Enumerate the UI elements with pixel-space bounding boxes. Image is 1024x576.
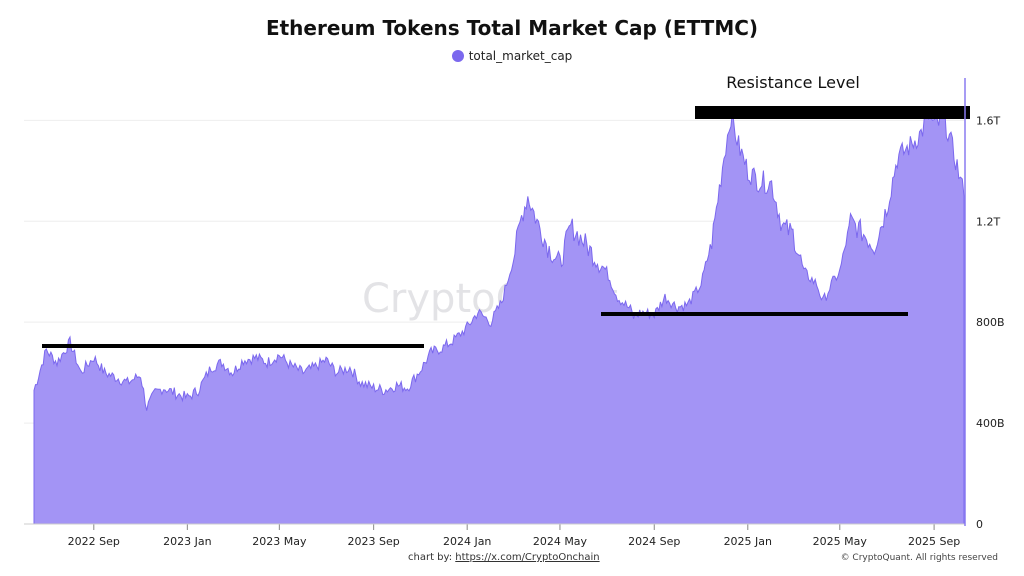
legend[interactable]: total_market_cap — [0, 49, 1024, 63]
resistance-bar — [695, 106, 970, 119]
chart-credit: chart by: https://x.com/CryptoOnchain — [408, 552, 600, 563]
y-tick-label: 1.2T — [976, 215, 1000, 228]
x-tick-label: 2025 Sep — [908, 535, 960, 548]
chart-title: Ethereum Tokens Total Market Cap (ETTMC) — [265, 16, 759, 40]
y-tick-label: 400B — [976, 417, 1005, 430]
support-lines — [42, 312, 908, 348]
x-tick-label: 2023 May — [252, 535, 307, 548]
x-tick-label: 2023 Sep — [348, 535, 400, 548]
x-tick-label: 2025 Jan — [724, 535, 772, 548]
x-tick-label: 2024 May — [533, 535, 588, 548]
y-tick-label: 1.6T — [976, 114, 1000, 127]
x-tick-label: 2023 Jan — [163, 535, 211, 548]
x-tick-label: 2025 May — [813, 535, 868, 548]
area-fill — [33, 109, 965, 525]
y-tick-label: 800B — [976, 316, 1005, 329]
y-tick-label: 0 — [976, 518, 983, 531]
credit-link[interactable]: https://x.com/CryptoOnchain — [455, 552, 600, 563]
resistance-label: Resistance Level — [726, 73, 860, 92]
x-tick-label: 2024 Sep — [628, 535, 680, 548]
x-tick-label: 2024 Jan — [443, 535, 491, 548]
area-series — [33, 109, 965, 525]
credit-prefix: chart by: — [408, 552, 456, 563]
x-axis: 2022 Sep 2023 Jan 2023 May 2023 Sep 2024 Jan… — [24, 523, 965, 548]
legend-label: total_market_cap — [468, 49, 573, 63]
y-axis: 0 400B 800B 1.2T 1.6T — [964, 78, 1005, 531]
x-tick-label: 2022 Sep — [68, 535, 120, 548]
resistance-band: Resistance Level — [695, 73, 970, 119]
copyright: © CryptoQuant. All rights reserved — [840, 553, 998, 563]
legend-dot-icon — [451, 50, 464, 62]
